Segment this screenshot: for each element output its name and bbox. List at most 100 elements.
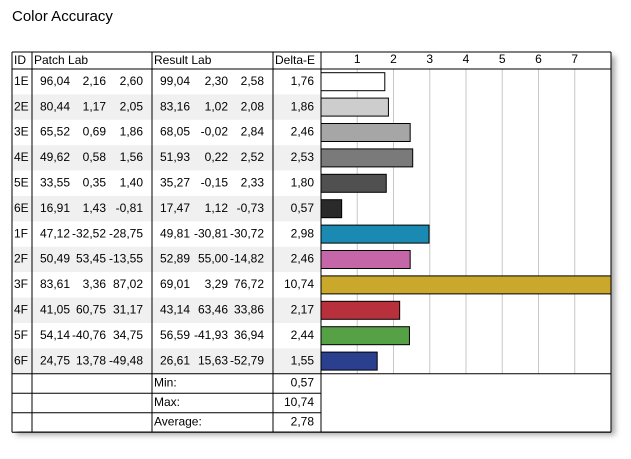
result-lab: 33,86 bbox=[234, 302, 264, 316]
delta-e: 2,53 bbox=[291, 150, 315, 164]
patch-lab: -32,52 bbox=[72, 226, 106, 240]
x-tick-label: 1 bbox=[354, 52, 361, 66]
result-lab: -30,81 bbox=[194, 226, 228, 240]
summary-label: Max: bbox=[154, 395, 180, 409]
x-tick-label: 2 bbox=[390, 52, 397, 66]
patch-lab: 96,04 bbox=[40, 74, 70, 88]
patch-lab: 1,17 bbox=[83, 99, 107, 113]
delta-e: 10,74 bbox=[284, 277, 314, 291]
result-lab: 3,29 bbox=[205, 277, 229, 291]
row-background bbox=[12, 221, 321, 247]
patch-lab: 3,36 bbox=[83, 277, 107, 291]
result-lab: 26,61 bbox=[160, 353, 190, 367]
patch-lab: 49,62 bbox=[40, 150, 70, 164]
patch-lab: 1,40 bbox=[120, 175, 144, 189]
patch-lab: 2,60 bbox=[120, 74, 144, 88]
patch-lab: 0,69 bbox=[83, 125, 107, 139]
result-lab: 69,01 bbox=[160, 277, 190, 291]
column-header: Patch Lab bbox=[34, 53, 88, 67]
result-lab: 99,04 bbox=[160, 74, 190, 88]
patch-lab: 31,17 bbox=[113, 302, 143, 316]
patch-lab: 87,02 bbox=[113, 277, 143, 291]
row-id: 3E bbox=[14, 125, 29, 139]
row-id: 5F bbox=[14, 328, 28, 342]
x-tick-label: 7 bbox=[571, 52, 578, 66]
x-tick-label: 5 bbox=[499, 52, 506, 66]
row-background bbox=[12, 145, 321, 171]
patch-lab: 54,14 bbox=[40, 328, 70, 342]
patch-lab: 33,55 bbox=[40, 175, 70, 189]
bar bbox=[320, 300, 401, 320]
summary-label: Average: bbox=[154, 415, 202, 429]
delta-e: 1,80 bbox=[291, 175, 315, 189]
row-background bbox=[12, 196, 321, 222]
bar bbox=[320, 123, 411, 142]
bar bbox=[320, 351, 378, 371]
result-lab: 36,94 bbox=[234, 328, 264, 342]
row-id: 5E bbox=[14, 175, 29, 189]
summary-value: 0,57 bbox=[291, 376, 315, 390]
patch-lab: 1,56 bbox=[120, 150, 144, 164]
row-background bbox=[12, 297, 321, 323]
x-tick-label: 3 bbox=[426, 52, 433, 66]
result-lab: -30,72 bbox=[230, 226, 264, 240]
patch-lab: 2,16 bbox=[83, 74, 107, 88]
result-lab: 2,52 bbox=[241, 150, 265, 164]
bar bbox=[320, 224, 430, 244]
patch-lab: 53,45 bbox=[76, 252, 106, 266]
result-lab: 2,33 bbox=[241, 175, 265, 189]
result-lab: 2,30 bbox=[205, 74, 229, 88]
row-background bbox=[12, 94, 321, 120]
result-lab: 35,27 bbox=[160, 175, 190, 189]
result-lab: -14,82 bbox=[230, 252, 264, 266]
result-lab: 49,81 bbox=[160, 226, 190, 240]
summary-value: 2,78 bbox=[291, 415, 315, 429]
patch-lab: -28,75 bbox=[109, 226, 143, 240]
result-lab: 17,47 bbox=[160, 201, 190, 215]
patch-lab: 2,05 bbox=[120, 99, 144, 113]
result-lab: 55,00 bbox=[198, 252, 228, 266]
result-lab: 1,12 bbox=[205, 201, 229, 215]
delta-e: 2,46 bbox=[291, 125, 315, 139]
result-lab: 2,84 bbox=[241, 125, 265, 139]
delta-e: 1,76 bbox=[291, 74, 315, 88]
row-background bbox=[12, 119, 321, 146]
patch-lab: 34,75 bbox=[113, 328, 143, 342]
patch-lab: 83,61 bbox=[40, 277, 70, 291]
patch-lab: 24,75 bbox=[40, 353, 70, 367]
row-id: 4E bbox=[14, 150, 29, 164]
column-header: Result Lab bbox=[154, 53, 212, 67]
result-lab: 51,93 bbox=[160, 150, 190, 164]
row-id: 2F bbox=[14, 252, 28, 266]
row-id: 6F bbox=[14, 353, 28, 367]
patch-lab: 16,91 bbox=[40, 201, 70, 215]
result-lab: -0,73 bbox=[237, 201, 265, 215]
patch-lab: -0,81 bbox=[116, 201, 144, 215]
result-lab: 56,59 bbox=[160, 328, 190, 342]
patch-lab: -49,48 bbox=[109, 353, 143, 367]
bar bbox=[320, 72, 386, 92]
bar bbox=[320, 326, 410, 346]
bar bbox=[320, 275, 612, 295]
result-lab: -41,93 bbox=[194, 328, 228, 342]
row-id: 6E bbox=[14, 201, 29, 215]
bar bbox=[320, 199, 343, 219]
column-header: Delta-E bbox=[275, 53, 315, 67]
summary-value: 10,74 bbox=[284, 395, 314, 409]
result-lab: 2,58 bbox=[241, 74, 265, 88]
result-lab: 52,89 bbox=[160, 252, 190, 266]
patch-lab: 1,86 bbox=[120, 125, 144, 139]
bar bbox=[320, 250, 411, 269]
result-lab: -52,79 bbox=[230, 353, 264, 367]
row-background bbox=[12, 348, 321, 374]
result-lab: 0,22 bbox=[205, 150, 229, 164]
row-id: 3F bbox=[14, 277, 28, 291]
result-lab: 43,14 bbox=[160, 302, 190, 316]
row-background bbox=[12, 246, 321, 273]
result-lab: 83,16 bbox=[160, 99, 190, 113]
result-lab: -0,15 bbox=[201, 175, 229, 189]
patch-lab: 0,58 bbox=[83, 150, 107, 164]
bar bbox=[320, 97, 389, 117]
patch-lab: 13,78 bbox=[76, 353, 106, 367]
x-tick-label: 4 bbox=[463, 52, 470, 66]
